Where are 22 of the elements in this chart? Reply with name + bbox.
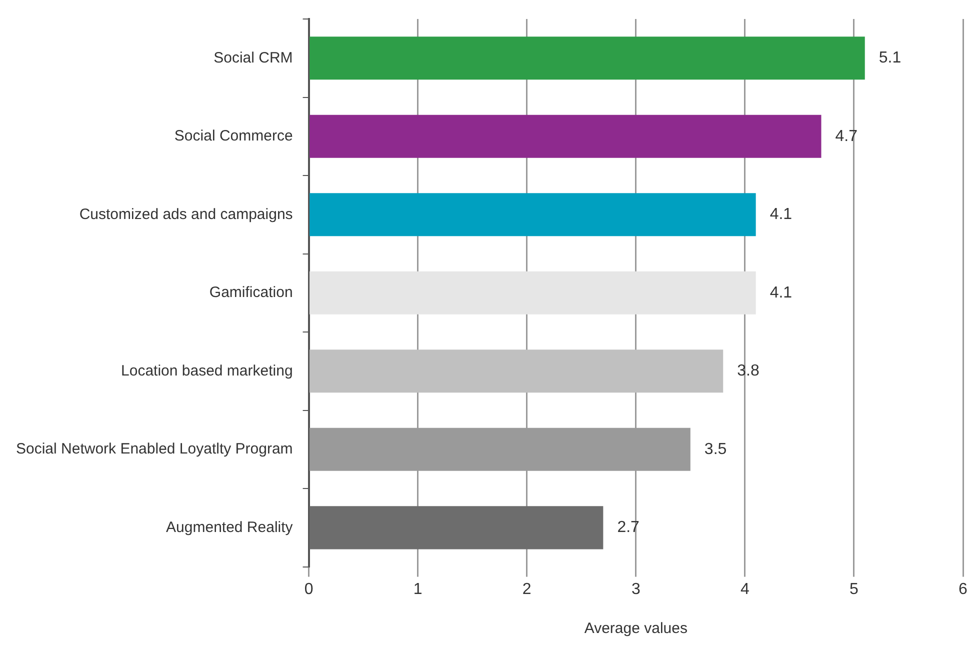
x-tick-label: 1 [413,580,422,598]
y-tick-label: Social CRM [214,49,293,66]
data-label: 4.1 [770,206,792,224]
x-tick-label: 2 [522,580,532,598]
data-label: 4.7 [835,128,858,145]
y-tick-label: Augmented Reality [166,518,294,536]
x-tick-label: 0 [304,580,314,598]
y-tick-label: Social Network Enabled Loyatlty Program [16,440,293,458]
x-axis-title: Average values [584,620,688,638]
x-tick-label: 5 [850,580,859,598]
y-tick-label: Social Commerce [174,128,293,145]
y-tick-label: Customized ads and campaigns [79,206,293,223]
y-tick-label: Location based marketing [121,362,293,380]
data-label: 5.1 [878,50,902,67]
data-label: 3.8 [737,362,760,380]
x-tick-label: 3 [631,580,640,598]
data-label: 3.5 [704,440,727,458]
data-label: 2.7 [617,519,640,536]
data-label: 4.1 [770,284,792,302]
x-tick-label: 6 [958,580,968,598]
y-tick-label: Gamification [209,284,293,302]
x-tick-label: 4 [740,580,750,598]
